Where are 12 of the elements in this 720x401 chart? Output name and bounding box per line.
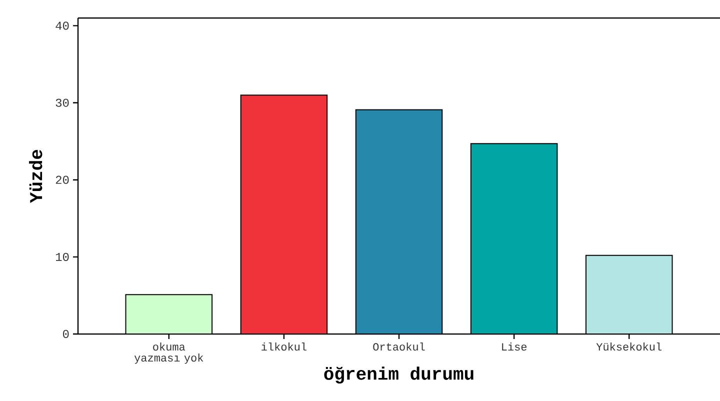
y-tick-label: 30 bbox=[56, 98, 69, 107]
y-tick-label: 10 bbox=[56, 252, 69, 261]
x-tick-label: Yüksekokul bbox=[596, 342, 662, 351]
y-tick-label: 0 bbox=[62, 330, 69, 338]
x-tick-label: okuma yazması yok bbox=[134, 342, 204, 364]
x-tick-label: Ortaokul bbox=[373, 342, 425, 351]
x-axis-title: öğrenim durumu bbox=[324, 366, 474, 384]
x-tick-label: Lise bbox=[502, 342, 527, 351]
x-tick-label: ilkokul bbox=[262, 342, 306, 351]
y-tick-label: 20 bbox=[56, 176, 69, 184]
y-axis-title: Yüzde bbox=[28, 150, 42, 203]
y-tick-label: 40 bbox=[56, 22, 69, 30]
